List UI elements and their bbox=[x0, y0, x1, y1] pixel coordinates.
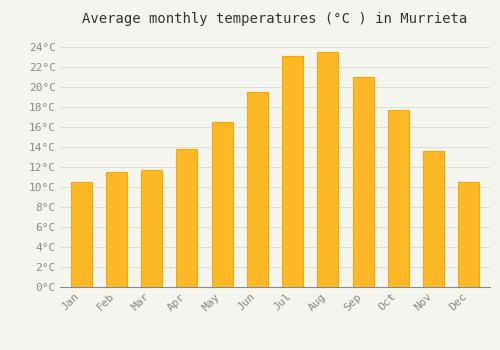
Bar bbox=[352, 77, 374, 287]
Bar bbox=[106, 172, 127, 287]
Bar bbox=[458, 182, 479, 287]
Bar bbox=[176, 149, 198, 287]
Bar bbox=[141, 170, 162, 287]
Bar bbox=[70, 182, 92, 287]
Bar bbox=[318, 51, 338, 287]
Bar bbox=[247, 92, 268, 287]
Title: Average monthly temperatures (°C ) in Murrieta: Average monthly temperatures (°C ) in Mu… bbox=[82, 12, 468, 26]
Bar bbox=[282, 56, 303, 287]
Bar bbox=[388, 110, 409, 287]
Bar bbox=[423, 151, 444, 287]
Bar bbox=[212, 122, 233, 287]
